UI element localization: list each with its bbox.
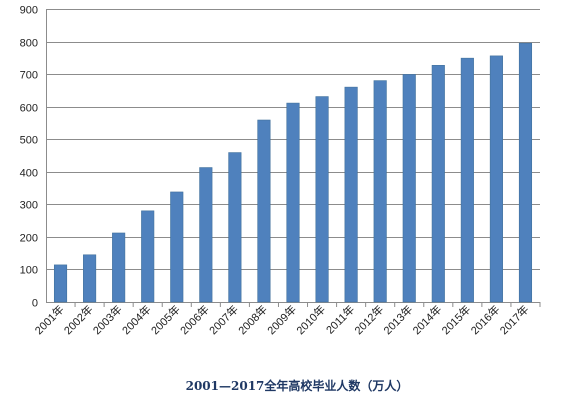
bar: [170, 191, 184, 303]
x-tick-label: 2017年: [497, 302, 532, 337]
bars: [53, 42, 533, 303]
x-tick-label: 2002年: [61, 302, 96, 337]
y-tick-label: 900: [20, 5, 38, 17]
bar: [431, 65, 445, 303]
bar: [373, 80, 387, 303]
y-tick-label: 0: [32, 298, 38, 310]
y-tick-label: 400: [20, 168, 38, 180]
bar: [286, 102, 300, 303]
bar: [53, 264, 68, 303]
x-tick-label: 2013年: [380, 302, 415, 337]
chart-title: 2001—2017全年高校毕业人数（万人）: [186, 378, 409, 393]
bar: [518, 42, 533, 303]
bar: [83, 254, 97, 303]
x-tick-label: 2009年: [264, 302, 299, 337]
x-tick-label: 2007年: [206, 302, 241, 337]
x-tick-label: 2003年: [90, 302, 125, 337]
x-tick-label: 2016年: [468, 302, 503, 337]
bar: [228, 152, 242, 303]
x-tick-label: 2012年: [351, 302, 386, 337]
y-axis-ticks: 0 100 200 300 400 500 600 700 800 900: [20, 5, 38, 310]
bar: [141, 210, 155, 303]
y-tick-label: 700: [20, 70, 38, 82]
x-tick-label: 2008年: [235, 302, 270, 337]
bar: [402, 74, 416, 303]
bar: [112, 232, 126, 303]
y-tick-label: 300: [20, 200, 38, 212]
x-tick-label: 2014年: [409, 302, 444, 337]
bar: [344, 86, 358, 303]
y-tick-label: 800: [20, 38, 38, 50]
bar: [257, 119, 271, 303]
y-tick-label: 200: [20, 233, 38, 245]
x-tick-label: 2005年: [148, 302, 183, 337]
x-tick-label: 2004年: [119, 302, 154, 337]
bar: [199, 167, 213, 303]
bar: [489, 55, 503, 303]
x-tick-label: 2011年: [323, 302, 357, 336]
x-tick-label: 2010年: [293, 302, 328, 337]
x-tick-label: 2015年: [438, 302, 473, 337]
x-axis-ticks: 2001年2002年2003年2004年2005年2006年2007年2008年…: [32, 302, 541, 337]
y-tick-label: 600: [20, 103, 38, 115]
x-tick-label: 2006年: [177, 302, 212, 337]
bar: [460, 57, 474, 303]
y-tick-label: 100: [20, 265, 38, 277]
bar: [315, 96, 329, 303]
y-tick-label: 500: [20, 135, 38, 147]
